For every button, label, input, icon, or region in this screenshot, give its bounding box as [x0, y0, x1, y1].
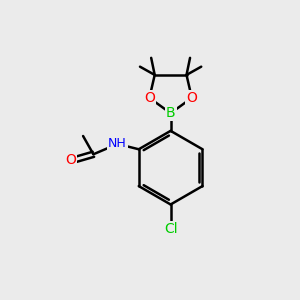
- Text: O: O: [144, 91, 155, 105]
- Text: O: O: [65, 153, 76, 166]
- Text: Cl: Cl: [164, 222, 177, 236]
- Text: NH: NH: [108, 137, 127, 151]
- Text: O: O: [186, 91, 197, 105]
- Text: B: B: [166, 106, 175, 120]
